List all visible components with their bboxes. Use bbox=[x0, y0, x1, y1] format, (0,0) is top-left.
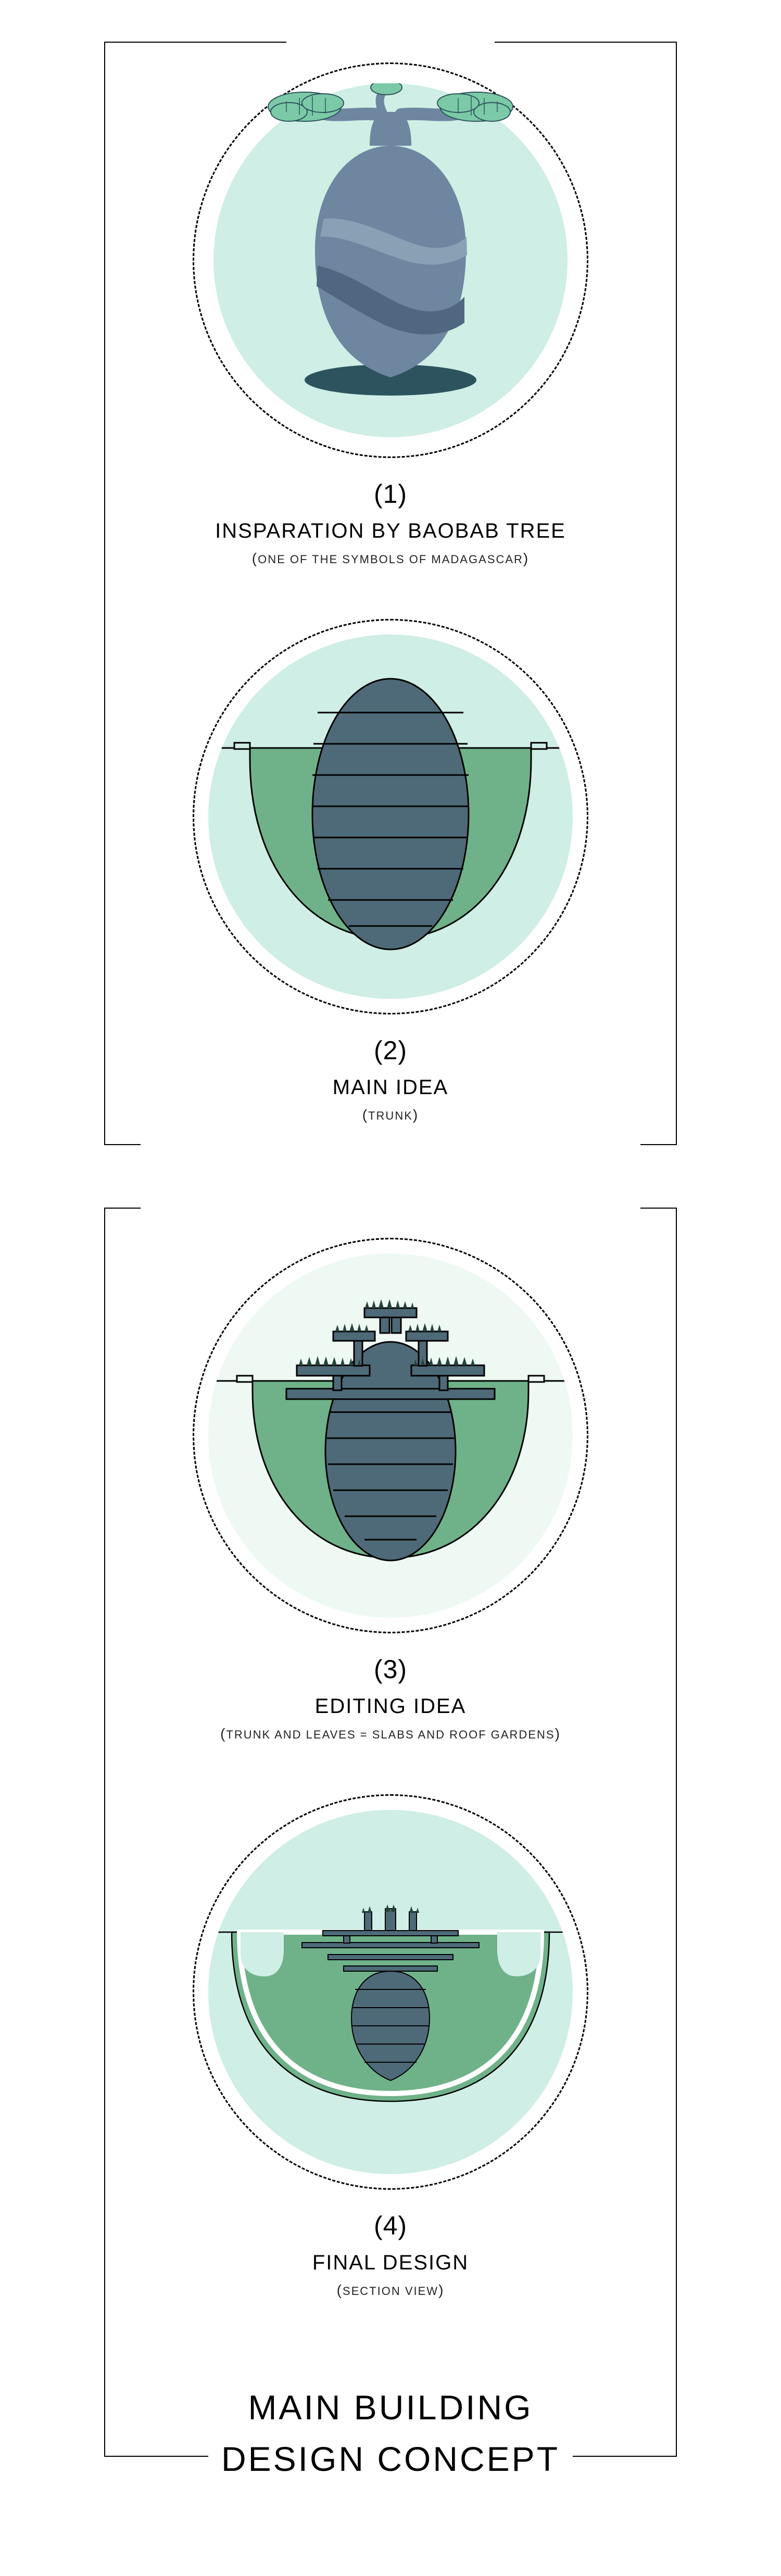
step-3-circle bbox=[193, 1238, 588, 1633]
main-idea-illustration bbox=[208, 635, 573, 999]
baobab-illustration bbox=[213, 83, 568, 437]
final-design-illustration bbox=[208, 1810, 573, 2174]
step-4-circle bbox=[193, 1794, 588, 2190]
step-2-circle bbox=[193, 619, 588, 1014]
diagram-column: (1) INSPARATION BY BAOBAB TREE (ONE OF T… bbox=[104, 62, 677, 2485]
step-1-circle bbox=[193, 62, 588, 458]
editing-idea-illustration bbox=[208, 1253, 573, 1618]
